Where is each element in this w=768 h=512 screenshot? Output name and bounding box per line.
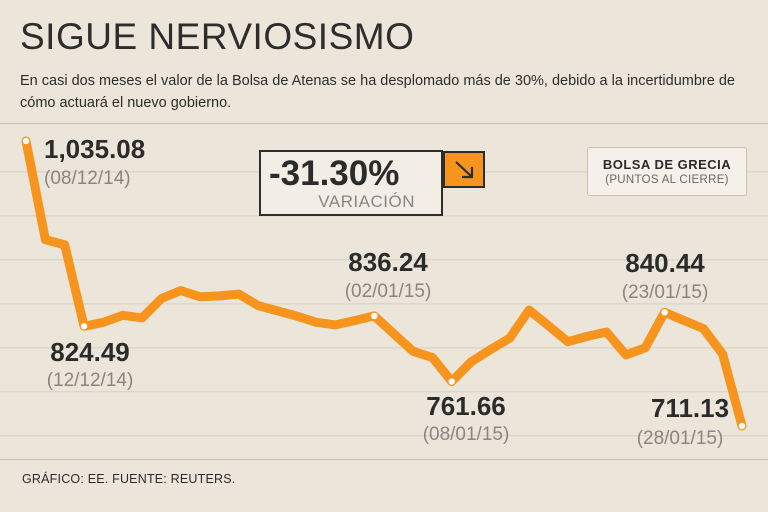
page-subtitle: En casi dos meses el valor de la Bolsa d… bbox=[20, 73, 735, 111]
legend-title: BOLSA DE GRECIA bbox=[602, 157, 732, 172]
data-label-date-4: (23/01/15) bbox=[622, 282, 709, 303]
data-label-value-0: 1,035.08 bbox=[44, 134, 145, 164]
data-point-marker-2 bbox=[371, 312, 378, 320]
series-line bbox=[21, 136, 747, 431]
source-credit: GRÁFICO: EE. FUENTE: REUTERS. bbox=[22, 472, 236, 486]
variation-box: -31.30% VARIACIÓN bbox=[259, 150, 443, 216]
variation-label: VARIACIÓN bbox=[318, 192, 415, 211]
chart-gridlines bbox=[0, 171, 768, 437]
data-label-value-4: 840.44 bbox=[625, 248, 705, 278]
data-label-date-2: (02/01/15) bbox=[345, 281, 432, 302]
data-label-date-3: (08/01/15) bbox=[423, 424, 510, 445]
data-label-date-1: (12/12/14) bbox=[47, 370, 134, 391]
data-label-value-1: 824.49 bbox=[50, 337, 130, 367]
data-point-marker-4 bbox=[661, 309, 668, 316]
chart-legend: BOLSA DE GRECIA (PUNTOS AL CIERRE) bbox=[587, 147, 747, 196]
data-label-date-5: (28/01/15) bbox=[637, 428, 724, 449]
page-title: SIGUE NERVIOSISMO bbox=[20, 16, 415, 57]
bottom-divider bbox=[0, 459, 768, 460]
data-points bbox=[22, 137, 746, 430]
data-point-marker-1 bbox=[80, 323, 88, 330]
data-point-marker-5 bbox=[738, 422, 746, 430]
data-point-marker-0 bbox=[22, 137, 30, 145]
data-label-value-2: 836.24 bbox=[348, 247, 428, 277]
data-label-value-5: 711.13 bbox=[651, 393, 729, 423]
data-label-date-0: (08/12/14) bbox=[44, 168, 131, 189]
data-point-marker-3 bbox=[448, 378, 455, 385]
legend-subtitle: (PUNTOS AL CIERRE) bbox=[605, 174, 729, 186]
top-divider bbox=[0, 123, 768, 124]
data-labels: 1,035.08 (08/12/14) 824.49 (12/12/14) 836.24… bbox=[44, 134, 729, 449]
variation-value: -31.30% bbox=[269, 154, 400, 193]
down-arrow-icon bbox=[443, 151, 485, 188]
data-label-value-3: 761.66 bbox=[426, 391, 506, 421]
